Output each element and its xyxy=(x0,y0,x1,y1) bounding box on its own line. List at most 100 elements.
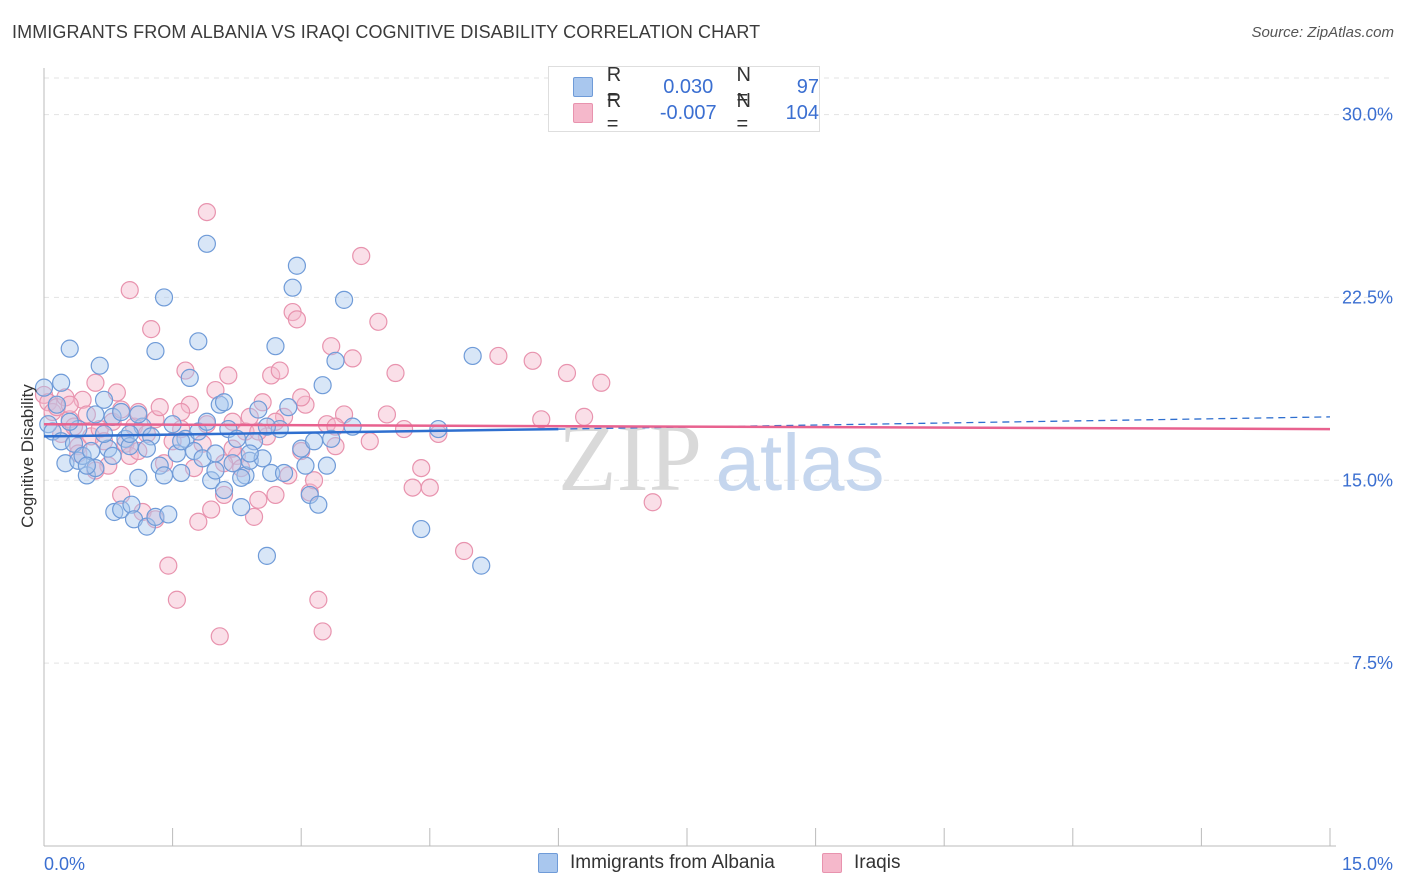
data-point-iraqis xyxy=(343,349,362,368)
trend-line-albania xyxy=(43,427,559,438)
data-point-iraqis xyxy=(643,493,662,512)
data-point-iraqis xyxy=(120,281,139,300)
data-point-albania xyxy=(429,419,448,439)
data-point-albania xyxy=(257,417,277,436)
data-point-albania xyxy=(313,376,332,395)
watermark-zip: ZIP xyxy=(558,404,702,511)
data-point-iraqis xyxy=(454,541,474,561)
data-point-albania xyxy=(94,424,114,444)
data-point-albania xyxy=(60,412,79,431)
data-point-iraqis xyxy=(249,422,268,441)
data-point-albania xyxy=(172,463,191,483)
trend-line-iraqis xyxy=(43,422,1331,431)
data-point-iraqis xyxy=(270,361,289,380)
data-point-iraqis xyxy=(523,351,542,370)
data-point-albania xyxy=(94,390,114,409)
data-point-iraqis xyxy=(159,556,178,575)
data-point-albania xyxy=(129,468,148,487)
data-point-albania xyxy=(150,456,169,475)
data-point-albania xyxy=(180,368,199,387)
data-point-albania xyxy=(322,429,341,448)
data-point-albania xyxy=(146,341,165,361)
data-point-albania xyxy=(240,444,259,463)
legend-row-iraqis: R = -0.007 N = 104 xyxy=(573,90,820,135)
legend-r-label: R = xyxy=(606,64,622,109)
data-point-albania xyxy=(189,332,208,351)
data-point-albania xyxy=(283,278,302,297)
data-point-albania xyxy=(296,456,315,475)
data-point-iraqis xyxy=(292,388,311,407)
data-point-albania xyxy=(122,495,141,514)
data-point-iraqis xyxy=(210,627,229,646)
legend-swatch-blue xyxy=(573,77,593,97)
axes xyxy=(43,68,1336,847)
trend-lines xyxy=(43,416,1331,438)
data-point-iraqis xyxy=(262,366,281,385)
data-point-albania xyxy=(137,439,156,458)
series-albania-points xyxy=(34,234,491,575)
data-point-iraqis xyxy=(592,373,611,392)
bottom-legend-label-iraqis: Iraqis xyxy=(854,852,901,873)
bottom-swatch-blue xyxy=(538,853,558,873)
data-point-albania xyxy=(309,495,328,514)
data-point-iraqis xyxy=(309,590,328,609)
data-point-albania xyxy=(206,461,225,480)
legend-row-albania: R = 0.030 N = 97 xyxy=(573,64,819,109)
legend-r-label: R = xyxy=(606,90,622,135)
data-point-iraqis xyxy=(287,310,307,329)
data-point-albania xyxy=(34,378,54,397)
watermark-atlas: atlas xyxy=(716,418,885,507)
data-point-iraqis xyxy=(223,439,242,458)
data-point-iraqis xyxy=(189,512,208,531)
bottom-legend-iraqis: Iraqis xyxy=(822,852,900,874)
legend-n-value: 104 xyxy=(785,101,820,124)
data-point-iraqis xyxy=(394,419,414,439)
data-point-albania xyxy=(52,373,71,392)
data-point-albania xyxy=(214,393,234,412)
data-point-albania xyxy=(86,405,105,424)
legend-r-value: 0.030 xyxy=(663,75,714,98)
data-point-albania xyxy=(202,471,221,490)
data-point-albania xyxy=(279,398,298,417)
data-point-iraqis xyxy=(197,202,216,222)
legend-n-label: N = xyxy=(736,64,751,109)
y-tick-label: 7.5% xyxy=(1352,653,1393,673)
data-point-iraqis xyxy=(489,346,508,366)
data-point-iraqis xyxy=(167,590,186,609)
data-point-albania xyxy=(73,446,92,466)
legend-n-label: N = xyxy=(736,90,751,135)
data-point-iraqis xyxy=(557,363,577,383)
data-point-albania xyxy=(334,290,354,309)
data-point-albania xyxy=(105,502,124,522)
data-point-iraqis xyxy=(369,312,388,331)
data-point-iraqis xyxy=(386,363,405,383)
data-point-albania xyxy=(112,500,131,519)
data-point-albania xyxy=(249,400,268,419)
data-point-albania xyxy=(47,395,66,414)
y-tick-label: 30.0% xyxy=(1342,105,1393,125)
data-point-albania xyxy=(60,339,79,358)
data-point-albania xyxy=(463,346,482,366)
correlation-legend: R = 0.030 N = 97 R = -0.007 N = 104 xyxy=(548,64,820,135)
data-point-albania xyxy=(172,432,191,451)
data-point-albania xyxy=(197,234,216,253)
bottom-legend-label-albania: Immigrants from Albania xyxy=(570,852,775,873)
data-point-iraqis xyxy=(219,366,238,385)
data-point-iraqis xyxy=(304,471,324,490)
y-axis-title: Cognitive Disability xyxy=(18,384,37,528)
y-tick-label: 15.0% xyxy=(1342,470,1393,490)
data-point-albania xyxy=(274,463,294,483)
data-point-iraqis xyxy=(352,246,371,266)
data-point-albania xyxy=(257,546,277,565)
data-point-albania xyxy=(103,446,122,466)
x-tick-label-max: 15.0% xyxy=(1342,854,1393,874)
data-point-iraqis xyxy=(244,507,264,526)
tick-labels: 7.5% 15.0% 22.5% 30.0% 0.0% 15.0% xyxy=(44,105,1393,874)
data-point-albania xyxy=(154,466,174,485)
data-point-albania xyxy=(304,432,324,451)
data-point-iraqis xyxy=(150,398,169,417)
data-point-albania xyxy=(326,351,345,370)
x-tick-label-min: 0.0% xyxy=(44,854,85,874)
data-point-iraqis xyxy=(377,405,397,424)
